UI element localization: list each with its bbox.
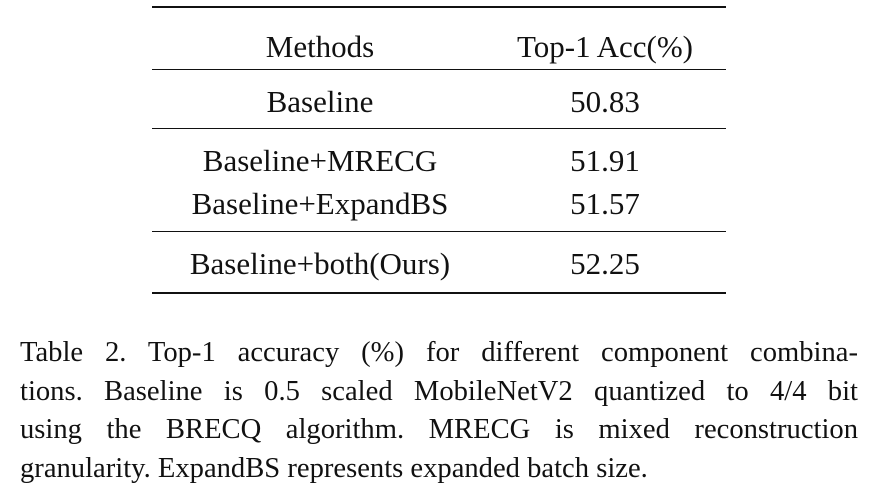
row-method-both: Baseline+both(Ours) (189, 246, 451, 281)
table-caption: Table 2. Top-1 accuracy (%) for differen… (20, 334, 858, 488)
caption-line-1: Table 2. Top-1 accuracy (%) for differen… (20, 337, 858, 368)
caption-line-4: granularity. ExpandBS represents expande… (20, 452, 648, 484)
table-top-rule (152, 6, 726, 8)
header-methods: Methods (265, 29, 375, 64)
row-method-baseline: Baseline (266, 84, 374, 119)
caption-line-3: using the BRECQ algorithm. MRECG is mixe… (20, 414, 858, 445)
row-accuracy-both: 52.25 (570, 246, 640, 281)
row-accuracy-baseline: 50.83 (570, 84, 640, 119)
group-rule-1 (152, 128, 726, 130)
group-rule-2 (152, 231, 726, 233)
row-method-expandbs: Baseline+ExpandBS (191, 186, 449, 221)
row-accuracy-expandbs: 51.57 (570, 186, 640, 221)
header-rule (152, 69, 726, 71)
caption-line-2: tions. Baseline is 0.5 scaled MobileNetV… (20, 375, 858, 407)
header-accuracy: Top-1 Acc(%) (516, 29, 693, 64)
table-bottom-rule (152, 292, 726, 294)
row-method-mrecg: Baseline+MRECG (202, 143, 438, 178)
row-accuracy-mrecg: 51.91 (570, 143, 640, 178)
